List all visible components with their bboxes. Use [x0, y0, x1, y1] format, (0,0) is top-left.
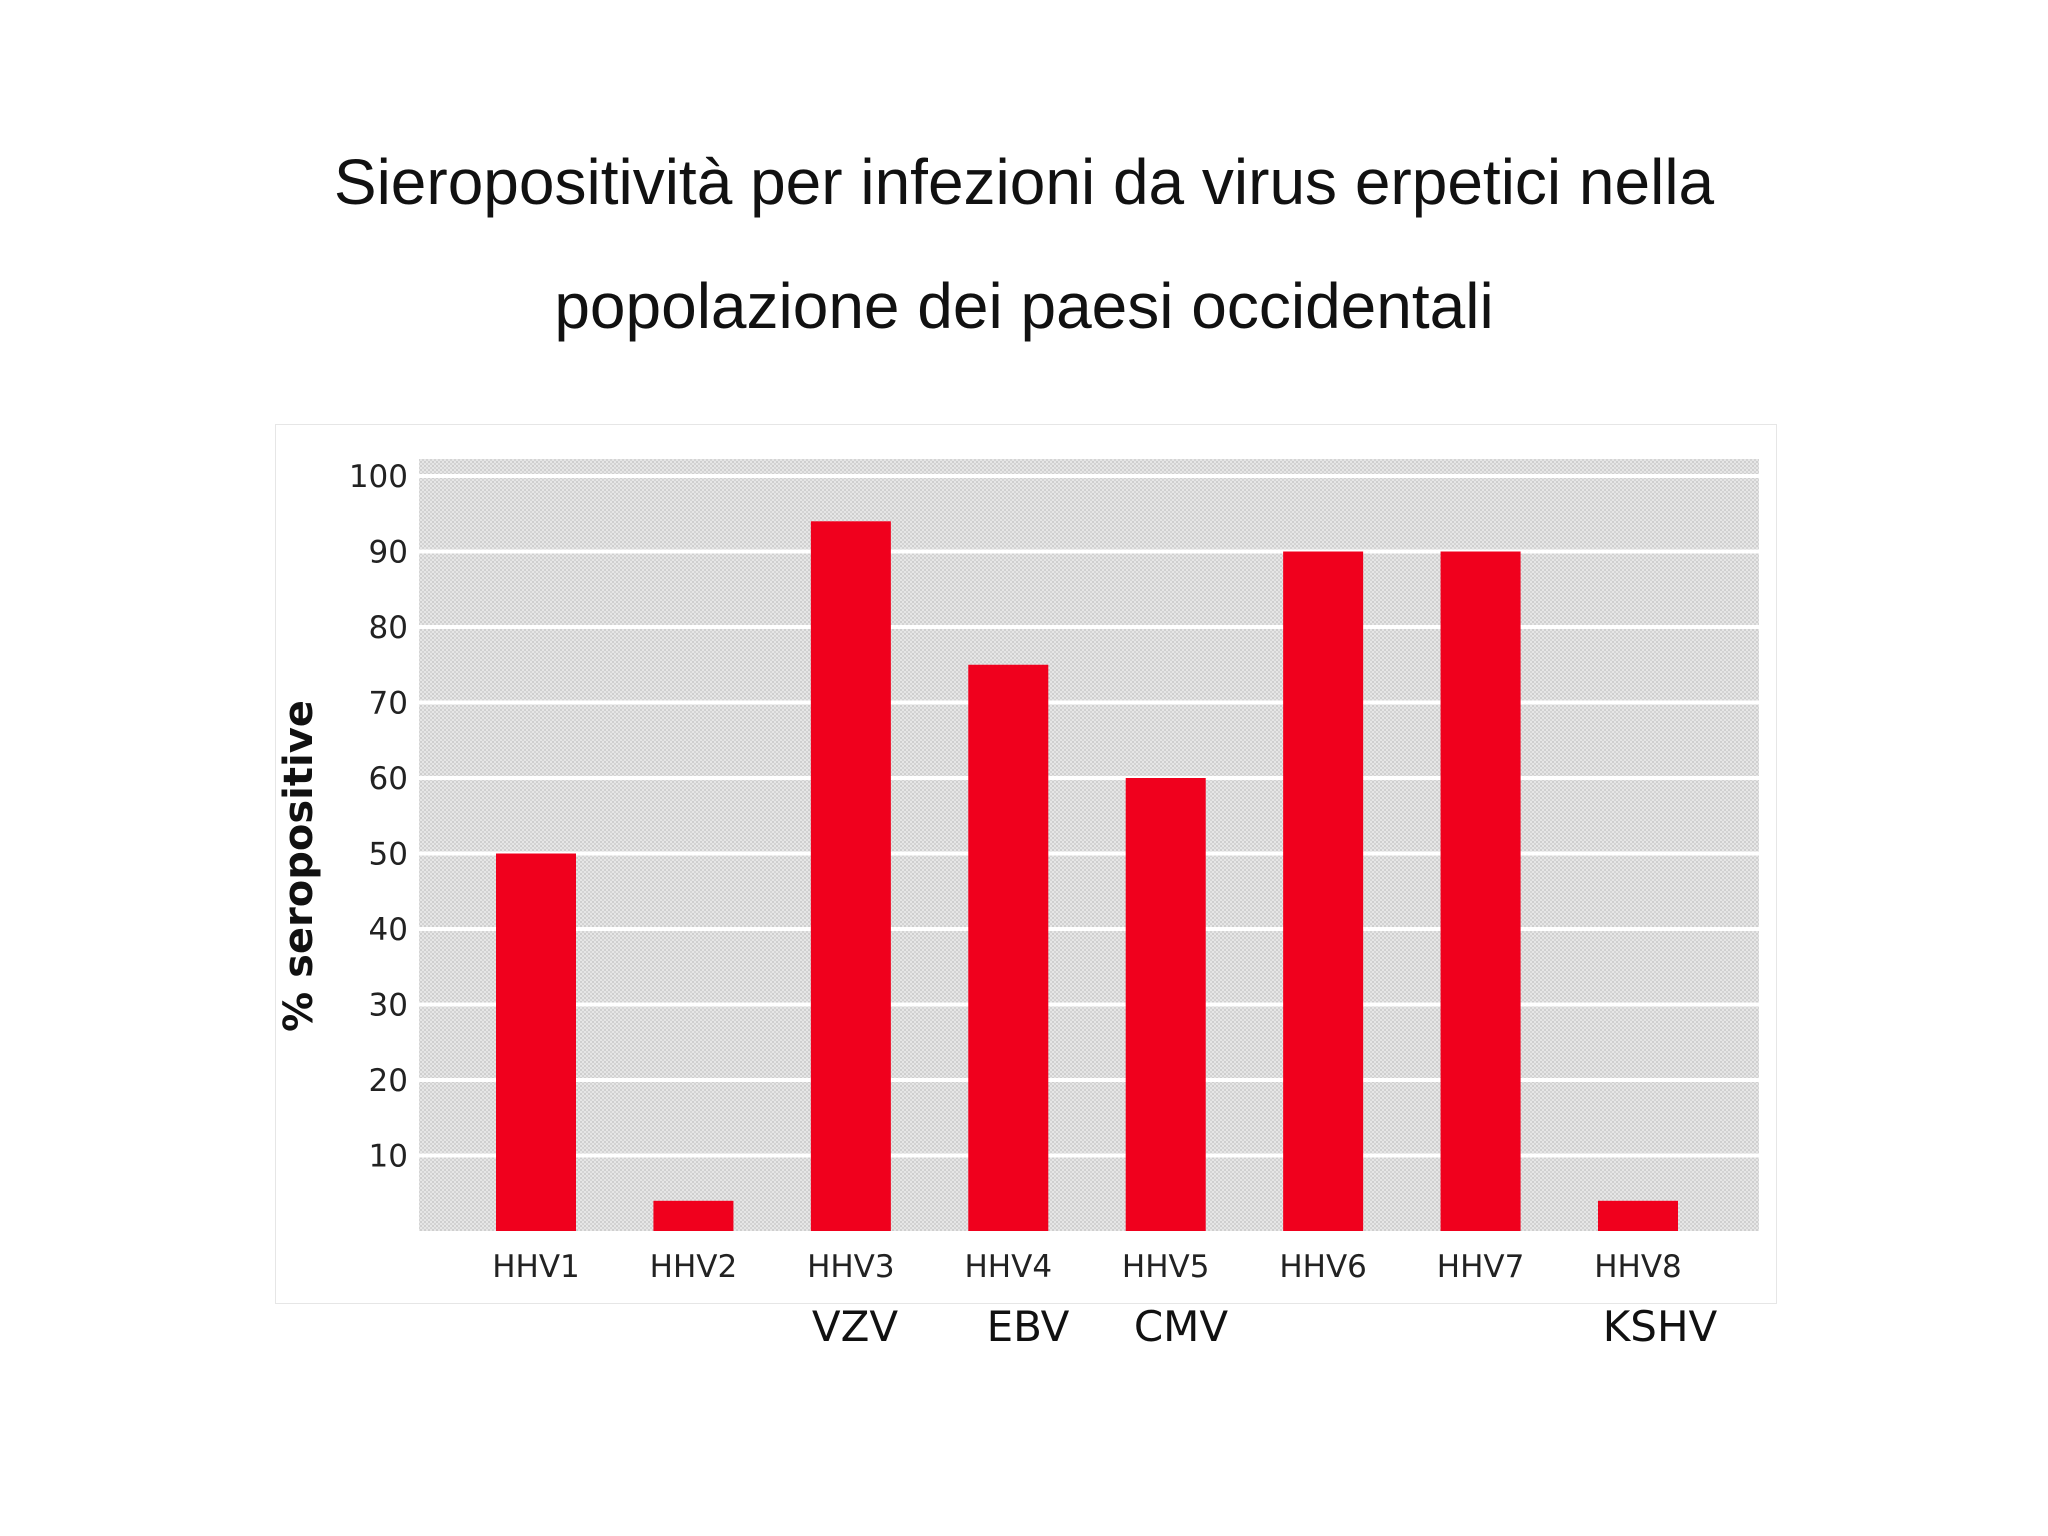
bar-hhv1	[496, 853, 576, 1231]
x-tick-label: HHV5	[1122, 1249, 1210, 1285]
y-tick-label: 10	[369, 1139, 408, 1175]
bar-hhv6	[1283, 551, 1364, 1231]
y-tick-label: 70	[369, 686, 408, 722]
x-tick-label: HHV3	[807, 1249, 895, 1285]
y-tick-label: 50	[369, 837, 408, 873]
sub-label-cmv: CMV	[1133, 1302, 1229, 1351]
sub-label-ebv: EBV	[986, 1302, 1070, 1351]
x-tick-label: HHV6	[1279, 1249, 1367, 1285]
slide-title-line-1: Sieropositività per infezioni da virus e…	[333, 146, 1715, 218]
sub-label-kshv: KSHV	[1602, 1302, 1718, 1351]
bar-hhv8	[1598, 1200, 1678, 1231]
bar-hhv7	[1440, 551, 1521, 1231]
bars	[496, 521, 1678, 1231]
y-axis-label: % seropositive	[276, 700, 322, 1032]
chart-frame: 10 20 30 40 50 60 70 80 90 100 HHV1 HHV2 HHV3 HHV4 HH…	[275, 424, 1777, 1304]
x-tick-label: HHV2	[650, 1249, 738, 1285]
bar-hhv2	[653, 1200, 734, 1231]
bar-hhv5	[1125, 778, 1206, 1231]
y-tick-label: 100	[349, 459, 408, 495]
slide-title-line-2: popolazione dei paesi occidentali	[554, 270, 1494, 342]
bar-hhv4	[968, 664, 1049, 1231]
y-tick-label: 60	[369, 761, 408, 797]
plot-area	[419, 459, 1759, 1231]
slide-title: Sieropositività per infezioni da virus e…	[0, 120, 2048, 368]
y-tick-label: 40	[369, 912, 408, 948]
bar-hhv3	[810, 521, 891, 1231]
x-tick-label: HHV7	[1437, 1249, 1525, 1285]
x-tick-label: HHV1	[492, 1249, 580, 1285]
x-axis-ticks: HHV1 HHV2 HHV3 HHV4 HHV5 HHV6 HHV7 HHV8	[492, 1249, 1682, 1285]
sub-label-vzv: VZV	[811, 1302, 899, 1351]
x-tick-label: HHV4	[965, 1249, 1053, 1285]
y-axis-ticks: 10 20 30 40 50 60 70 80 90 100	[349, 459, 408, 1175]
gridlines	[419, 474, 1759, 1158]
y-tick-label: 90	[369, 535, 408, 571]
y-tick-label: 20	[369, 1063, 408, 1099]
x-tick-label: HHV8	[1594, 1249, 1682, 1285]
y-tick-label: 80	[369, 610, 408, 646]
y-tick-label: 30	[369, 988, 408, 1024]
